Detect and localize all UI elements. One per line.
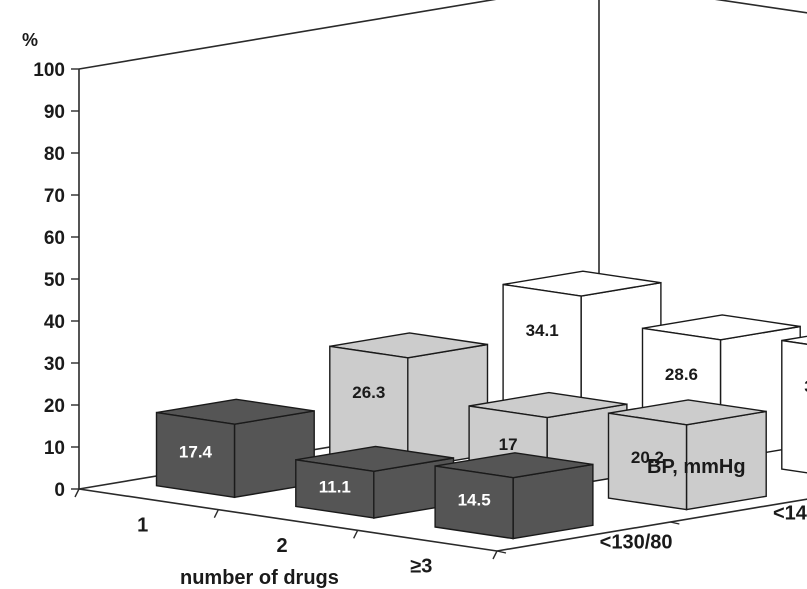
data-label: 17 [499,435,518,454]
bar-front [434,465,514,540]
y-tick-label: 50 [44,270,65,291]
data-label: 20.2 [631,448,664,467]
bars: 34.1 28.6 30.6 26.3 17 20.2 17.4 11.1 14.5 [155,270,807,540]
bar: 30.6 [781,335,807,474]
x-tick-mark [353,530,359,539]
bar: 20.2 [607,399,767,511]
y-tick-label: 30 [44,354,65,375]
x-tick-mark [492,550,498,560]
x-tick-label: ≥3 [410,556,432,578]
y-tick-label: 90 [44,102,65,123]
bar-front [781,339,807,474]
left-wall-top-edge [78,0,497,70]
bar: 26.3 [329,332,489,470]
y-tick-label: 0 [54,480,65,501]
floor-right-edge [496,498,807,552]
x-tick-label: 1 [137,514,148,536]
y-axis: 0 10 20 30 40 50 60 70 80 90 100 [33,60,79,501]
depth-tick-mark [496,550,507,554]
series-label: <140/80 [773,503,807,525]
data-label: 14.5 [458,490,491,509]
y-tick-label: 20 [44,396,65,417]
data-label: 34.1 [526,321,559,340]
y-tick-label: 40 [44,312,65,333]
depth-tick-mark [670,521,680,525]
depth-axis-unit: BP, mmHg [647,456,746,478]
bar-front [295,458,375,519]
depth-axis: <130/80<140/80<140/90 [600,503,807,554]
data-label: 28.6 [665,365,698,384]
y-tick-label: 100 [33,60,65,81]
bar: 11.1 [295,445,455,519]
y-tick-label: 80 [44,144,65,165]
bar-top [781,335,807,345]
x-axis-title: number of drugs [180,567,339,589]
floor-front-edge [78,488,498,552]
x-tick-mark [213,509,219,518]
y-unit-label: % [22,30,38,50]
y-tick-label: 60 [44,228,65,249]
x-tick-label: 2 [276,535,287,557]
x-axis: 1 2 ≥3 [137,514,432,577]
data-label: 30.6 [804,377,807,396]
x-tick-mark [74,488,80,498]
back-wall-top-edge [714,0,807,14]
y-tick-label: 10 [44,438,65,459]
y-tick-label: 70 [44,186,65,207]
bar-front [155,411,236,499]
series-label: <130/80 [600,532,673,554]
bar: 14.5 [434,452,594,540]
data-label: 17.4 [179,442,213,461]
bar: 17.4 [155,398,315,499]
bar-front [607,412,688,511]
data-label: 26.3 [352,383,385,402]
data-label: 11.1 [319,478,351,497]
